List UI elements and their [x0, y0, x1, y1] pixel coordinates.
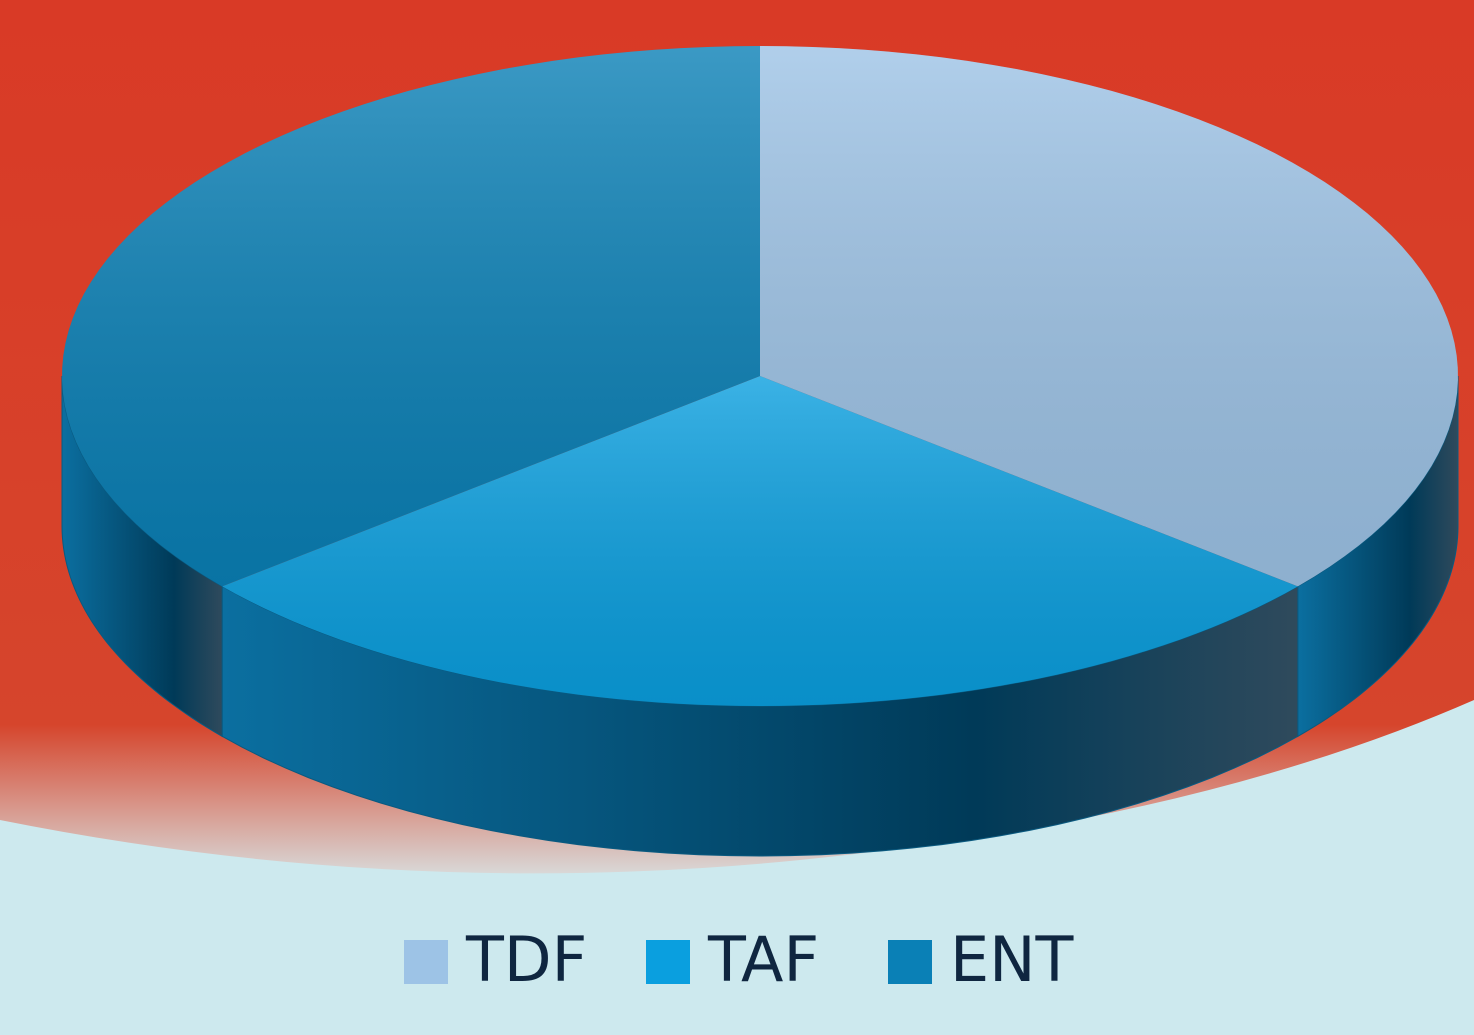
slice-shade — [62, 46, 760, 587]
legend-swatch — [646, 940, 690, 984]
legend-label: TDF — [465, 923, 587, 996]
legend: TDF TAF ENT — [404, 923, 1075, 996]
legend-swatch — [888, 940, 932, 984]
legend-label: ENT — [950, 923, 1075, 996]
legend-label: TAF — [707, 923, 819, 996]
slice-shade — [222, 376, 1298, 706]
slice-shade — [760, 46, 1458, 587]
background-wave — [0, 700, 1474, 1035]
pie — [61, 46, 1459, 857]
legend-swatch — [404, 940, 448, 984]
slice-side — [61, 375, 223, 738]
